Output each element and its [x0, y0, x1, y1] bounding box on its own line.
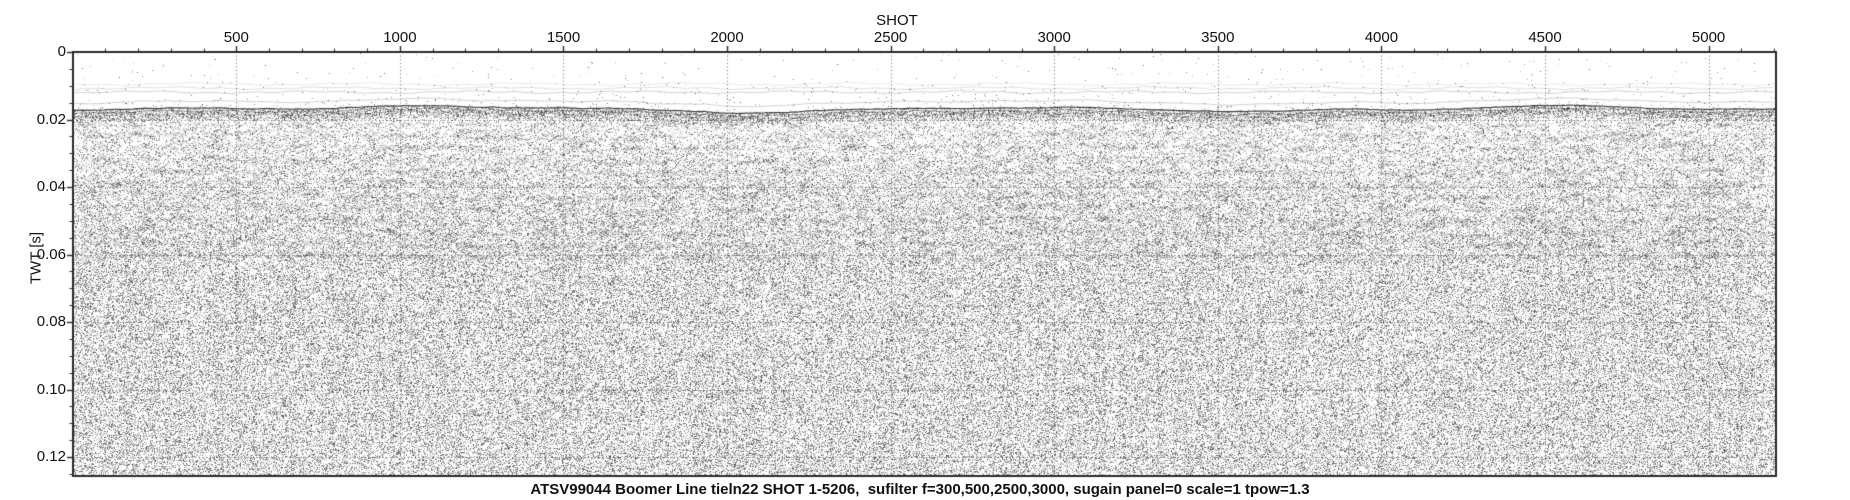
x-tick-label: 4000 — [1364, 29, 1399, 46]
y-tick-label: 0 — [57, 43, 66, 60]
x-tick-label: 3500 — [1201, 29, 1235, 46]
x-axis-title: SHOT — [876, 12, 918, 29]
y-tick-label: 0.04 — [36, 178, 66, 195]
x-tick-label: 2000 — [710, 29, 744, 46]
x-tick-label: 1000 — [383, 29, 417, 46]
y-tick-label: 0.10 — [36, 380, 66, 398]
x-tick-label: 2500 — [873, 29, 908, 46]
x-tick-label: 500 — [223, 29, 249, 46]
y-tick-label: 0.12 — [36, 448, 66, 466]
x-tick-label: 3000 — [1037, 29, 1071, 46]
y-tick-label: 0.02 — [36, 110, 66, 128]
y-tick-label: 0.08 — [36, 313, 66, 331]
figure-caption: ATSV99044 Boomer Line tieln22 SHOT 1-520… — [530, 481, 1310, 498]
y-tick-label: 0.06 — [36, 245, 66, 263]
x-tick-label: 4500 — [1528, 29, 1562, 46]
x-tick-label: 5000 — [1691, 29, 1726, 46]
x-tick-label: 1500 — [546, 29, 581, 46]
